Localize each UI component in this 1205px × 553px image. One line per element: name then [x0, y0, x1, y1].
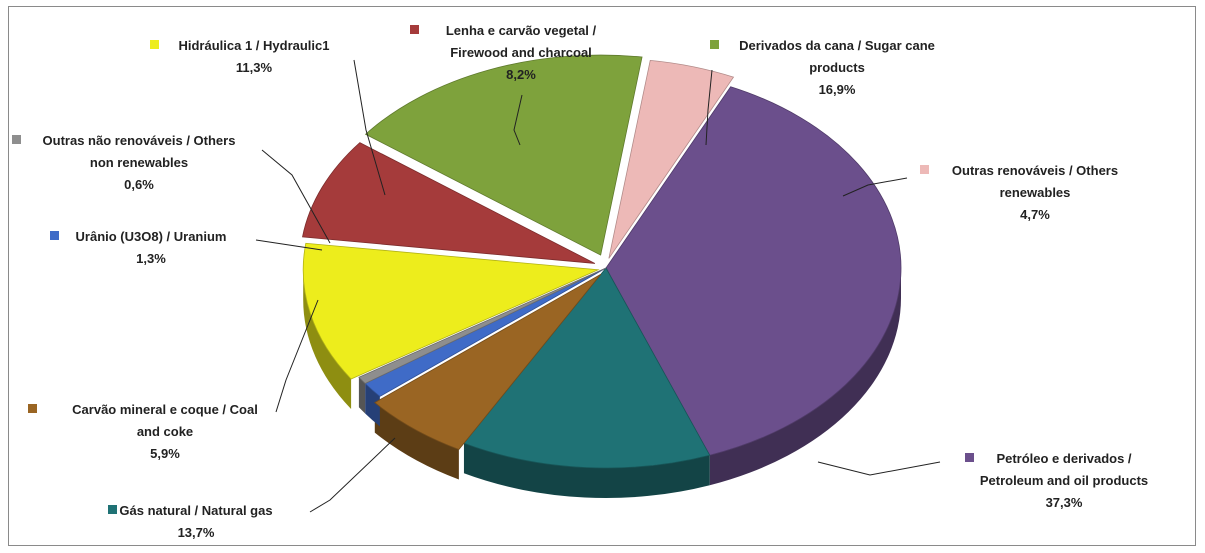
leader-line-coal — [275, 299, 319, 413]
legend-swatch-petroleum — [965, 453, 974, 462]
slice-percent-uranium: 1,3% — [136, 251, 166, 266]
legend-swatch-natural-gas — [108, 505, 117, 514]
leader-line-natural-gas — [309, 437, 396, 513]
slice-label-uranium: Urânio (U3O8) / Uranium — [76, 229, 227, 244]
slice-label-firewood: Lenha e carvão vegetal / — [446, 23, 597, 38]
slice-side-petroleum — [709, 268, 901, 486]
slice-firewood[interactable] — [302, 142, 596, 264]
leader-line-other-nonrenewables — [261, 149, 331, 244]
slice-label-hydraulic: Hidráulica 1 / Hydraulic1 — [178, 38, 329, 53]
slice-percent-other-renewables: 4,7% — [1020, 207, 1050, 222]
slice-side-coal — [374, 402, 459, 480]
slice-hydraulic[interactable] — [302, 242, 600, 380]
slice-side-hydraulic — [303, 269, 352, 410]
slice-percent-sugarcane: 16,9% — [819, 82, 856, 97]
slice-label-other-renewables: Outras renováveis / Others — [952, 163, 1118, 178]
slice-label-natural-gas: Gás natural / Natural gas — [119, 503, 272, 518]
leader-line-petroleum — [817, 461, 941, 476]
slice-natural-gas[interactable] — [463, 267, 711, 469]
slice-label-other-renewables-line2: renewables — [1000, 185, 1071, 200]
slice-label-coal-line2: and coke — [137, 424, 193, 439]
slice-percent-other-nonrenewables: 0,6% — [124, 177, 154, 192]
slice-percent-coal: 5,9% — [150, 446, 180, 461]
leader-line-hydraulic — [353, 59, 386, 196]
leader-line-other-renewables — [842, 177, 908, 197]
slice-side-uranium — [365, 383, 380, 427]
leader-line-firewood — [513, 94, 523, 146]
slice-label-firewood-line2: Firewood and charcoal — [450, 45, 592, 60]
slice-sugarcane[interactable] — [364, 54, 643, 256]
legend-swatch-coal — [28, 404, 37, 413]
slice-label-petroleum-line2: Petroleum and oil products — [980, 473, 1148, 488]
legend-swatch-other-nonrenewables — [12, 135, 21, 144]
slice-label-sugarcane: Derivados da cana / Sugar cane — [739, 38, 935, 53]
slice-percent-petroleum: 37,3% — [1046, 495, 1083, 510]
slice-side-other-nonrenewables — [358, 377, 366, 414]
slice-side-natural-gas — [463, 443, 710, 498]
slice-label-other-nonrenewables-line2: non renewables — [90, 155, 188, 170]
legend-swatch-other-renewables — [920, 165, 929, 174]
legend-swatch-hydraulic — [150, 40, 159, 49]
slice-label-petroleum: Petróleo e derivados / — [996, 451, 1131, 466]
legend-swatch-uranium — [50, 231, 59, 240]
leader-line-uranium — [255, 239, 323, 251]
slice-coal[interactable] — [374, 273, 602, 450]
slice-percent-natural-gas: 13,7% — [178, 525, 215, 540]
legend-swatch-firewood — [410, 25, 419, 34]
slice-percent-firewood: 8,2% — [506, 67, 536, 82]
legend-swatch-sugarcane — [710, 40, 719, 49]
slice-petroleum[interactable] — [605, 86, 902, 456]
slice-percent-hydraulic: 11,3% — [236, 60, 273, 75]
slice-label-other-nonrenewables: Outras não renováveis / Others — [43, 133, 236, 148]
slice-label-sugarcane-line2: products — [809, 60, 865, 75]
slice-other-nonrenewables[interactable] — [358, 267, 607, 384]
leader-line-sugarcane — [705, 69, 713, 146]
slice-label-coal: Carvão mineral e coque / Coal — [72, 402, 258, 417]
slice-other-renewables[interactable] — [608, 59, 735, 259]
